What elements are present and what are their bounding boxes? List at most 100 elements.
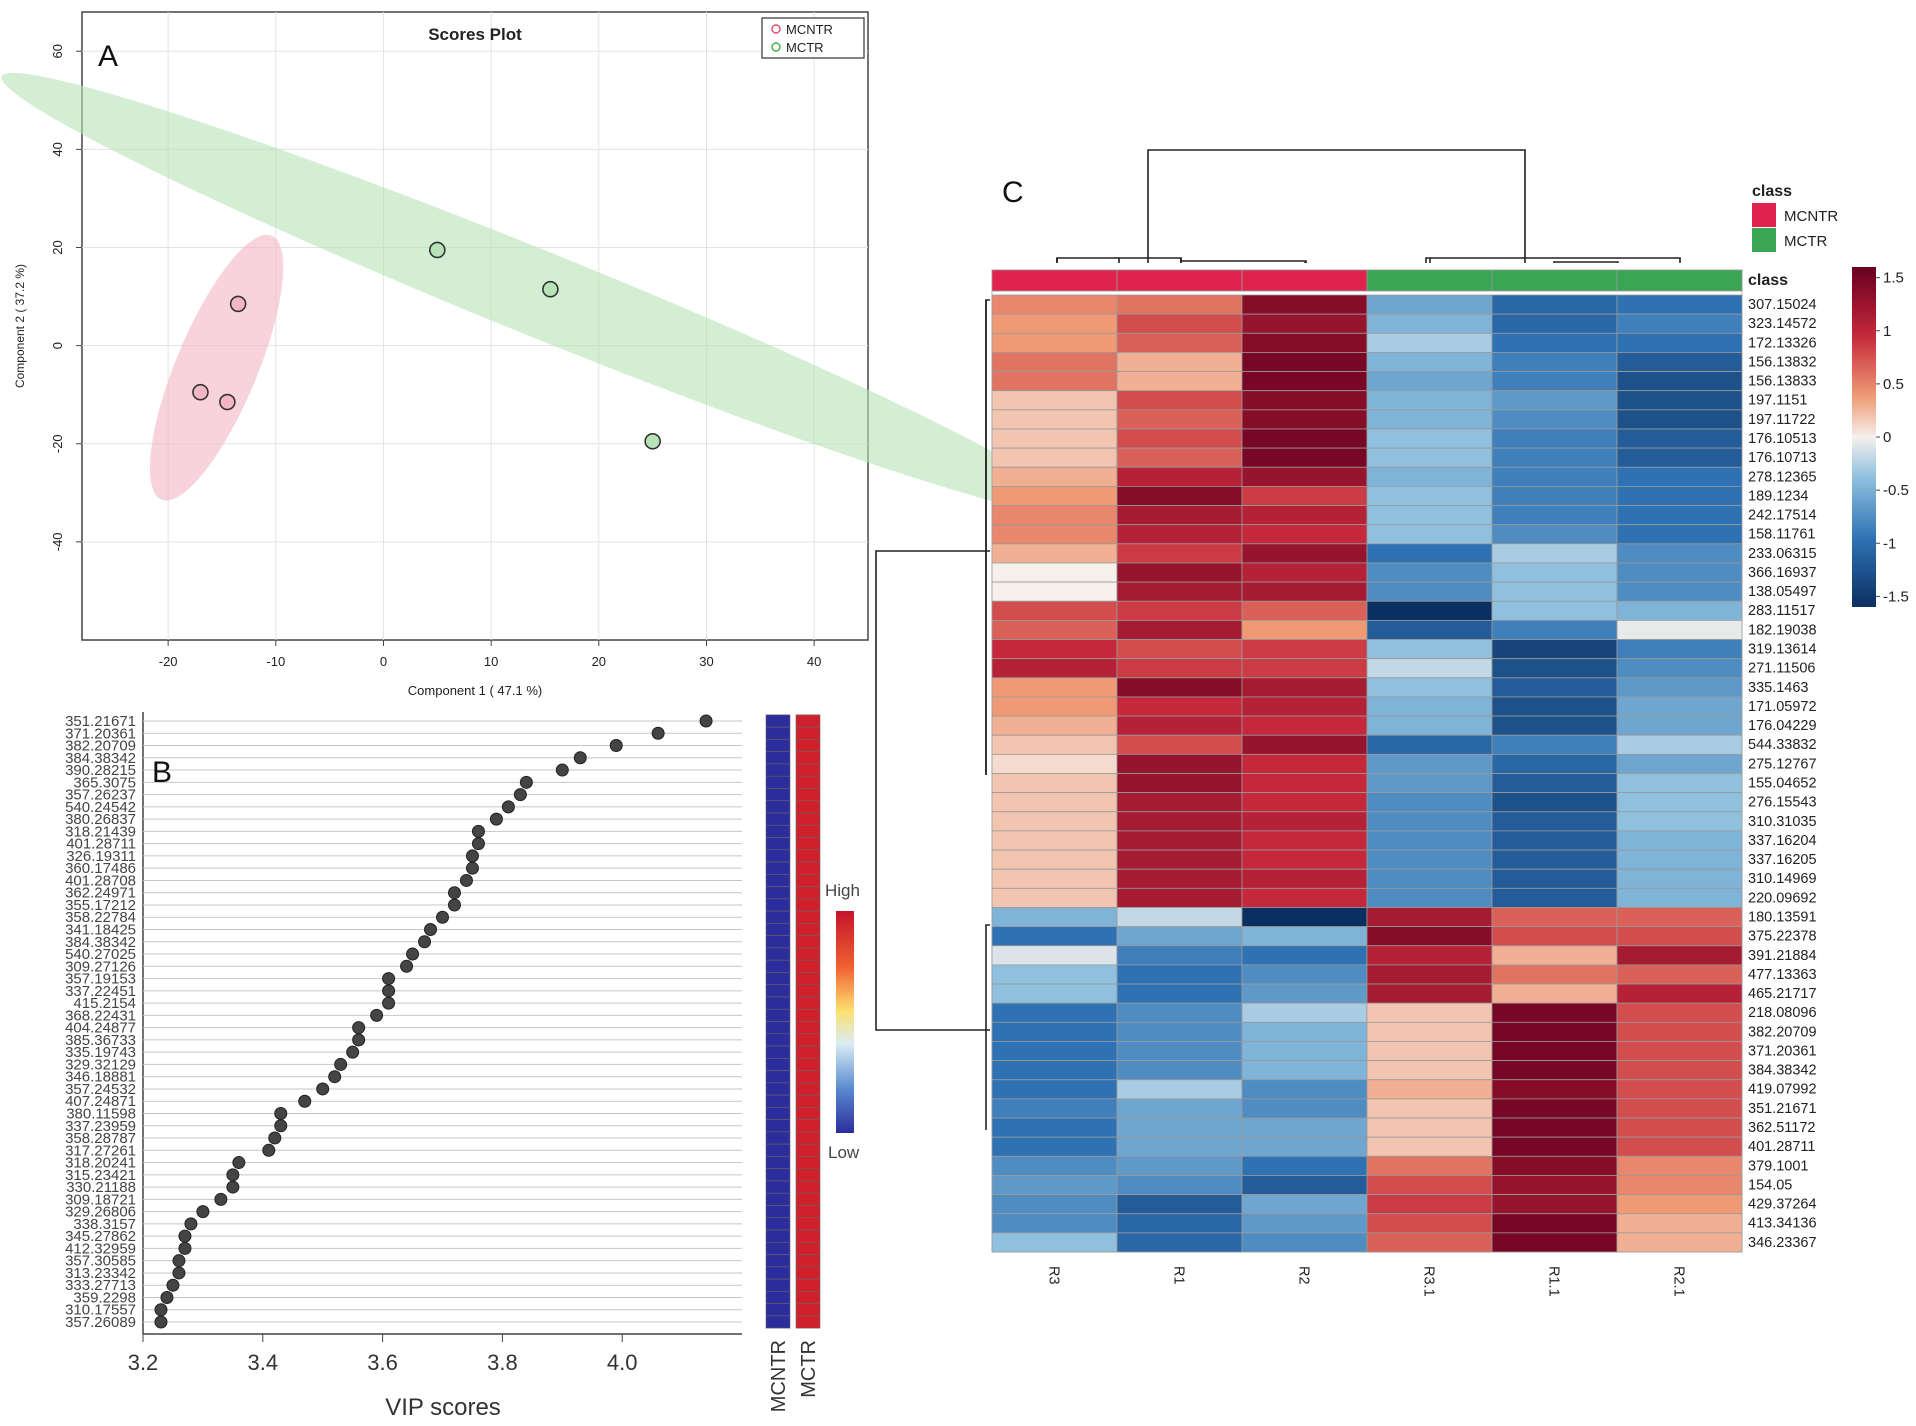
heatmap-row-label: 172.13326	[1748, 335, 1817, 351]
heatmap-cell	[1616, 734, 1743, 755]
heatmap-cell	[991, 983, 1118, 1004]
heatmap-cell	[1116, 1232, 1243, 1253]
x-tick-label: 20	[592, 654, 606, 669]
heatmap-cell	[1116, 409, 1243, 430]
heatmap-row-label: 154.05	[1748, 1177, 1792, 1193]
heatmap-cell	[1241, 868, 1368, 889]
heatmap-cell	[1491, 352, 1618, 372]
heatmap-cell	[1241, 639, 1368, 660]
colorbar-tick-label: 0.5	[1883, 376, 1904, 393]
heatmap-cell	[1366, 849, 1493, 870]
heatmap-cell	[1491, 1175, 1618, 1195]
score-point-mcntr	[219, 393, 236, 411]
heatmap-cell	[1616, 1021, 1743, 1042]
vip-feature-label: 326.19311	[66, 848, 136, 865]
heatmap-cell	[1366, 887, 1493, 908]
heatmap-cell	[991, 294, 1118, 315]
heatmap-row-label: 276.15543	[1748, 795, 1817, 811]
heatmap-cell	[991, 313, 1118, 334]
vip-heat-cell-mcntr	[765, 714, 791, 728]
heatmap-cell	[991, 926, 1118, 947]
vip-heat-cell-mcntr	[765, 1107, 791, 1120]
heatmap-cell	[1616, 1002, 1743, 1023]
heatmap-cell	[1116, 562, 1243, 583]
heatmap-cell	[991, 332, 1118, 353]
scores-plot-xlabel: Component 1 ( 47.1 %)	[408, 683, 542, 698]
heatmap-row-label: 351.21671	[1748, 1101, 1817, 1117]
heatmap-cell	[1491, 313, 1618, 334]
heatmap-cell	[1241, 849, 1368, 870]
heatmap-cell	[1366, 352, 1493, 372]
vip-point	[501, 800, 515, 814]
heatmap-cell	[1616, 581, 1743, 602]
confidence-ellipse-mctr	[1, 72, 1079, 516]
vip-point	[555, 763, 569, 777]
vip-feature-label: 345.27862	[65, 1228, 136, 1245]
heatmap-cell	[1366, 1117, 1493, 1138]
heatmap-row-label: 278.12365	[1748, 469, 1817, 485]
heatmap-cell	[1616, 887, 1743, 908]
heatmap-cell	[1616, 466, 1743, 487]
heatmap-cell	[991, 792, 1118, 813]
heatmap-cell	[1241, 1136, 1368, 1157]
vip-point	[418, 935, 432, 949]
vip-colorbar: High Low	[825, 881, 860, 1162]
vip-point	[154, 1303, 168, 1317]
heatmap-cell	[1491, 639, 1618, 660]
heatmap-cell	[1616, 1041, 1743, 1061]
vip-heat-cell-mcntr	[765, 1217, 791, 1231]
heatmap-column-label: R1.1	[1546, 1266, 1562, 1297]
heatmap-cell	[1116, 753, 1243, 774]
x-tick-label: -20	[159, 654, 178, 669]
vip-feature-label: 335.19743	[65, 1044, 136, 1061]
vip-heat-cell-mcntr	[765, 751, 791, 765]
heatmap-cell	[1491, 1041, 1618, 1061]
vip-heat-cell-mctr	[795, 1119, 821, 1133]
heatmap-cell	[991, 945, 1118, 966]
vip-heat-cell-mcntr	[765, 1082, 791, 1096]
heatmap-colorbar: 1.5 1 0.5 0 -0.5 -1 -1.5	[1852, 267, 1909, 607]
heatmap-row-label: 429.37264	[1748, 1197, 1817, 1213]
heatmap-row-label: 176.04229	[1748, 718, 1817, 734]
vip-heat-cell-mcntr	[765, 910, 791, 924]
vip-heat-cell-mctr	[795, 763, 821, 777]
heatmap-cell	[1491, 1232, 1618, 1253]
vip-heat-cell-mcntr	[765, 739, 791, 752]
vip-point	[471, 837, 485, 851]
heatmap-cell	[1241, 371, 1368, 392]
class-bar-cell-mcntr	[991, 269, 1118, 292]
vip-heat-cell-mctr	[795, 984, 821, 998]
heatmap-cell	[991, 868, 1118, 889]
vip-heat-cell-mcntr	[765, 824, 791, 838]
vip-feature-label: 358.28787	[65, 1130, 136, 1147]
vip-heat-cell-mcntr	[765, 1119, 791, 1133]
vip-colorbar-high: High	[825, 881, 860, 900]
heatmap-cell	[1616, 313, 1743, 334]
vip-heat-cell-mcntr	[765, 849, 791, 863]
vip-feature-label: 351.21671	[65, 713, 136, 730]
heatmap-cell	[1616, 1136, 1743, 1157]
vip-feature-label: 371.20361	[65, 725, 136, 742]
heatmap-cell	[1491, 964, 1618, 985]
heatmap-cell	[1616, 1194, 1743, 1215]
heatmap-cell	[1116, 466, 1243, 487]
heatmap-cell	[1241, 677, 1368, 698]
vip-heat-cell-mcntr	[765, 1205, 791, 1219]
vip-feature-label: 346.18881	[65, 1069, 136, 1086]
vip-point	[268, 1131, 282, 1145]
heatmap-cell	[1366, 1175, 1493, 1195]
heatmap-cell	[1366, 734, 1493, 755]
heatmap-cell	[1491, 696, 1618, 717]
heatmap-row-label: 382.20709	[1748, 1024, 1817, 1040]
heatmap-cell	[1491, 1213, 1618, 1234]
heatmap-row-label: 465.21717	[1748, 986, 1817, 1002]
heatmap-row-label: 337.16205	[1748, 852, 1817, 868]
vip-point	[699, 714, 713, 728]
vip-heat-cell-mctr	[795, 1192, 821, 1206]
heatmap-cell	[991, 849, 1118, 870]
heatmap-cell	[1616, 294, 1743, 315]
heatmap-cell	[1241, 964, 1368, 985]
x-tick-label: 30	[699, 654, 713, 669]
vip-heat-cell-mcntr	[765, 935, 791, 949]
